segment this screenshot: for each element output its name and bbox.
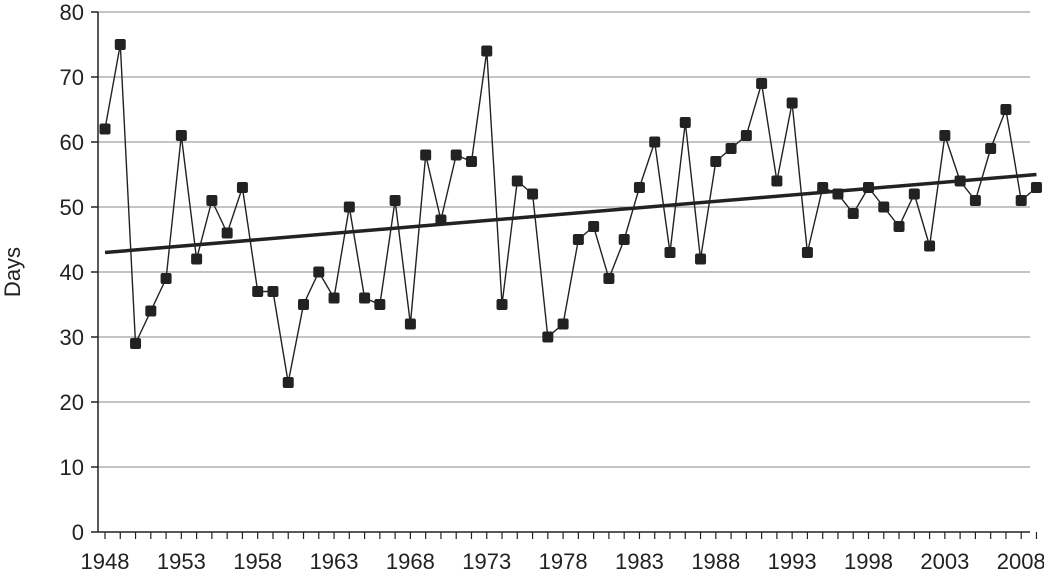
y-tick-label: 50: [60, 195, 84, 220]
data-point: [985, 143, 997, 154]
gridlines: [98, 11, 1030, 468]
x-tick-label: 1958: [233, 549, 282, 574]
y-tick-label: 80: [60, 0, 84, 25]
data-point: [191, 253, 203, 265]
data-point: [679, 117, 691, 128]
y-tick-label: 40: [60, 260, 84, 285]
data-point: [740, 130, 752, 141]
data-point: [588, 221, 600, 232]
data-point: [649, 136, 661, 148]
y-tick-label: 70: [60, 65, 84, 90]
data-point: [236, 182, 248, 193]
data-point: [267, 286, 279, 297]
data-point: [801, 247, 813, 258]
y-tick-label: 60: [60, 130, 84, 155]
data-point: [99, 123, 111, 135]
data-point: [786, 97, 798, 109]
data-point: [511, 175, 523, 187]
x-tick-label: 1978: [539, 549, 588, 574]
data-point: [603, 273, 615, 284]
data-point: [359, 292, 371, 304]
x-tick-label: 1988: [691, 549, 740, 574]
data-point: [557, 318, 569, 330]
data-point: [725, 143, 737, 154]
data-point: [130, 338, 142, 349]
x-tick-label: 1963: [310, 549, 359, 574]
x-tick-label: 1973: [462, 549, 511, 574]
data-point: [145, 305, 157, 317]
data-point: [114, 39, 126, 50]
data-point: [633, 182, 645, 193]
data-point: [572, 234, 584, 245]
y-tick-label: 10: [60, 455, 84, 480]
data-point: [374, 299, 386, 310]
data-point: [282, 377, 294, 388]
data-point: [618, 234, 630, 245]
data-point: [664, 247, 676, 258]
data-point: [160, 273, 172, 284]
data-point: [542, 331, 554, 343]
data-point: [175, 130, 187, 141]
data-point: [298, 299, 310, 310]
data-point: [893, 221, 905, 232]
data-point: [847, 208, 859, 219]
data-point: [771, 175, 783, 187]
data-point: [710, 156, 722, 167]
x-tick-label: 1998: [844, 549, 893, 574]
data-point: [527, 188, 539, 200]
data-point: [420, 149, 432, 161]
trend-line: [104, 172, 1037, 255]
data-point: [695, 253, 707, 265]
data-point: [908, 188, 920, 200]
data-point: [313, 266, 325, 278]
series-layer: [99, 39, 1042, 388]
y-tick-label: 20: [60, 390, 84, 415]
x-tick-label: 2003: [920, 549, 969, 574]
data-point: [924, 240, 936, 252]
data-point: [1030, 182, 1042, 193]
x-tick-label: 1983: [615, 549, 664, 574]
x-tick-label: 1948: [81, 549, 130, 574]
data-point: [939, 130, 951, 141]
axes: [91, 11, 1038, 539]
data-point: [465, 156, 477, 167]
data-point: [756, 78, 768, 89]
data-point: [450, 149, 462, 161]
data-point: [969, 195, 981, 206]
x-tick-label: 1968: [386, 549, 435, 574]
data-point: [817, 182, 829, 193]
data-point: [252, 286, 264, 297]
y-tick-label: 0: [72, 520, 84, 545]
data-point: [206, 195, 218, 206]
data-point: [328, 292, 340, 304]
data-point: [343, 201, 355, 213]
data-point: [481, 45, 493, 57]
data-point: [1015, 195, 1027, 206]
x-tick-label: 1953: [157, 549, 206, 574]
y-axis-title: Days: [0, 247, 25, 297]
data-point: [221, 227, 233, 239]
data-point: [1000, 104, 1012, 115]
x-tick-label: 2008: [997, 549, 1044, 574]
tick-labels: 0 10 20 30 40 50 60 70 80 1948 1953 1958 1963 1968 197…: [60, 0, 1044, 574]
data-point: [878, 201, 890, 213]
data-point: [496, 299, 508, 310]
data-point: [404, 318, 416, 330]
data-point: [389, 195, 401, 206]
y-tick-label: 30: [60, 325, 84, 350]
x-tick-label: 1993: [768, 549, 817, 574]
